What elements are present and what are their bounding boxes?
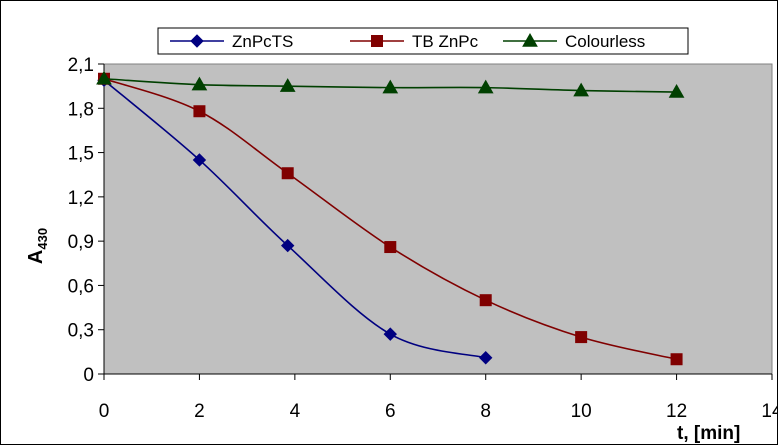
ticks-layer: 0 0,3 0,6 0,9 1,2 1,5 1,8 2,1 0 2 4 6 8 10 12 14 <box>68 55 778 422</box>
x-tick-label: 10 <box>571 401 592 422</box>
y-tick-label: 0,3 <box>68 321 94 342</box>
series-layer <box>96 70 685 366</box>
x-tick-label: 6 <box>385 401 396 422</box>
y-tick-label: 0,6 <box>68 276 94 297</box>
data-point <box>479 351 493 365</box>
legend-label: Colourless <box>565 32 645 51</box>
axes <box>103 64 772 375</box>
data-point <box>191 76 208 91</box>
legend: ZnPcTS TB ZnPc Colourless <box>157 27 689 55</box>
x-tick-label: 4 <box>290 401 301 422</box>
data-point <box>575 331 588 344</box>
data-point <box>192 153 207 167</box>
data-point <box>384 241 397 254</box>
data-point <box>193 105 206 118</box>
data-point <box>383 327 397 341</box>
data-point <box>479 294 492 307</box>
y-tick-label: 0,9 <box>68 232 94 253</box>
y-axis-title: A430 <box>25 228 50 264</box>
legend-box <box>157 27 689 55</box>
data-point <box>279 78 296 92</box>
plot-area <box>103 63 773 375</box>
y-tick-label: 1,5 <box>68 144 94 165</box>
y-tick-label: 1,2 <box>68 188 94 209</box>
y-axis-title-main: A <box>25 250 47 264</box>
y-tick-label: 0 <box>83 365 94 386</box>
data-point <box>281 167 294 180</box>
data-point <box>96 70 112 85</box>
x-tick-label: 8 <box>480 401 491 422</box>
legend-label: TB ZnPc <box>412 32 479 51</box>
series-colourless <box>96 70 685 98</box>
legend-marker <box>522 32 538 47</box>
data-point <box>382 79 399 94</box>
legend-item: Colourless <box>503 32 645 51</box>
legend-item: ZnPcTS <box>170 32 293 51</box>
y-axis-title-subscript: 430 <box>35 228 50 250</box>
data-point <box>668 84 685 98</box>
legend-label: ZnPcTS <box>232 32 293 51</box>
x-tick-label: 2 <box>194 401 205 422</box>
y-tick-label: 2,1 <box>68 55 94 76</box>
legend-item: TB ZnPc <box>350 32 479 51</box>
data-point <box>573 82 590 97</box>
data-point <box>477 79 494 94</box>
x-tick-label: 0 <box>99 401 110 422</box>
x-tick-label: 12 <box>666 401 687 422</box>
data-point <box>670 353 683 366</box>
y-tick-label: 1,8 <box>68 99 94 120</box>
legend-marker <box>190 34 204 48</box>
x-tick-label: 14 <box>761 401 778 422</box>
x-axis-title: t, [min] <box>677 423 740 444</box>
data-point <box>280 238 295 253</box>
series-znpcts <box>97 73 493 365</box>
legend-marker <box>371 35 383 47</box>
